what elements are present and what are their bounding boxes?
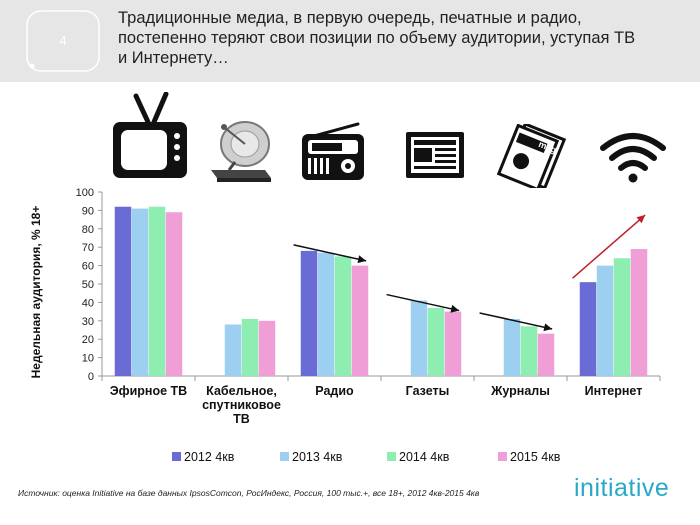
x-tick-label: Кабельное, <box>206 384 277 398</box>
source-note: Источник: оценка Initiative на базе данн… <box>18 488 480 498</box>
bar <box>503 318 521 376</box>
bar <box>630 249 648 376</box>
slide-number: 4 <box>59 33 67 48</box>
bar <box>317 252 335 376</box>
media-icons-row: mag <box>0 88 700 188</box>
legend-swatch <box>280 452 289 461</box>
slide-title: Традиционные медиа, в первую очередь, пе… <box>118 8 678 68</box>
bar <box>579 282 597 376</box>
y-tick-label: 50 <box>82 279 94 291</box>
bar <box>444 311 462 376</box>
legend-label: 2012 4кв <box>184 450 235 464</box>
x-tick-label: Журналы <box>490 384 550 398</box>
legend-label: 2014 4кв <box>399 450 450 464</box>
bar <box>241 318 259 376</box>
legend-swatch <box>498 452 507 461</box>
bar <box>258 320 276 376</box>
y-tick-label: 0 <box>88 371 94 383</box>
wifi-icon <box>600 133 666 183</box>
radio-icon <box>302 122 364 180</box>
trend-arrow-line <box>479 312 553 330</box>
bar <box>300 250 318 376</box>
bar <box>596 265 614 376</box>
x-tick-label: Интернет <box>585 384 643 398</box>
legend-swatch <box>172 452 181 461</box>
trend-arrow-head <box>543 323 553 332</box>
bar <box>114 206 132 376</box>
bar <box>427 307 445 376</box>
legend-label: 2015 4кв <box>510 450 561 464</box>
trend-arrow-line <box>572 214 646 279</box>
tv-icon <box>113 92 187 178</box>
y-tick-label: 60 <box>82 261 94 273</box>
slide-number-frame-icon <box>26 10 100 72</box>
y-tick-label: 70 <box>82 242 94 254</box>
slide-title-line: постепенно теряют свои позиции по объему… <box>118 29 636 47</box>
magazine-icon: mag <box>496 124 567 188</box>
legend-label: 2013 4кв <box>292 450 343 464</box>
slide-title-line: Традиционные медиа, в первую очередь, пе… <box>118 9 582 27</box>
bar <box>613 258 631 376</box>
slide-number-badge: 4 <box>26 10 100 72</box>
y-tick-label: 90 <box>82 205 94 217</box>
x-tick-label: спутниковое <box>202 398 281 412</box>
y-tick-label: 30 <box>82 316 94 328</box>
y-tick-label: 100 <box>76 187 94 199</box>
bar <box>148 206 166 376</box>
y-tick-label: 80 <box>82 224 94 236</box>
bar <box>410 300 428 376</box>
slide-header: 4 Традиционные медиа, в первую очередь, … <box>0 0 700 82</box>
slide-title-line: и Интернету… <box>118 49 229 67</box>
trend-arrow-line <box>386 293 460 312</box>
y-tick-label: 10 <box>82 353 94 365</box>
trend-arrow-head <box>636 215 646 224</box>
x-tick-label: Эфирное ТВ <box>110 384 187 398</box>
y-axis-label: Недельная аудитория, % 18+ <box>29 206 43 379</box>
x-tick-label: Радио <box>315 384 354 398</box>
trend-arrow-head <box>450 304 460 313</box>
trend-arrow-head <box>357 255 367 264</box>
y-tick-label: 20 <box>82 334 94 346</box>
newspaper-icon <box>406 132 464 178</box>
x-tick-label: Газеты <box>406 384 450 398</box>
legend-swatch <box>387 452 396 461</box>
bar <box>334 256 352 376</box>
trend-arrow-line <box>293 244 367 262</box>
bar <box>351 265 369 376</box>
bar <box>520 326 538 376</box>
initiative-logo: initiative <box>574 474 670 502</box>
bar <box>537 333 555 376</box>
audience-bar-chart: 0 10 20 30 40 50 60 70 80 90 100 Недельная аудитори… <box>29 187 661 464</box>
x-tick-label: ТВ <box>233 412 250 426</box>
y-tick-label: 40 <box>82 297 94 309</box>
bar <box>131 208 149 376</box>
bar <box>165 212 183 376</box>
bar <box>224 324 242 376</box>
satellite-dish-icon <box>211 121 271 182</box>
